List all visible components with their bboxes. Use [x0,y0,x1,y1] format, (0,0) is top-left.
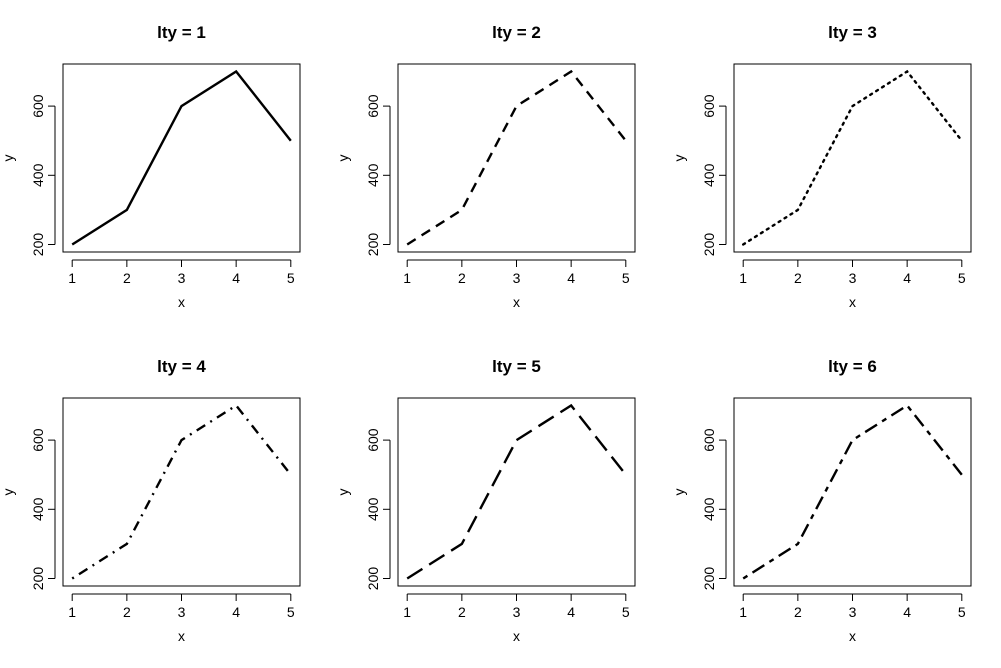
chart-1-title: lty = 2 [492,23,541,42]
chart-4-title: lty = 5 [492,357,541,376]
chart-5-series-line [742,403,963,580]
chart-2-plot-box [733,63,972,253]
chart-1-plot-box [397,63,636,253]
chart-3-x-tick-label-1: 2 [123,604,131,620]
chart-3-x-tick-label-4: 5 [287,604,295,620]
chart-1-y-tick-label-0: 200 [365,233,381,257]
chart-3-series-line [71,403,292,580]
chart-0-y-tick-label-2: 600 [30,94,46,118]
chart-5-plot-box [733,397,972,587]
chart-0-x-axis-label: x [178,294,185,310]
chart-2-x-tick-label-1: 2 [794,270,802,286]
chart-4-panel: lty = 5 1 2 3 4 5 200 400 600 x y [335,357,636,644]
chart-4-y-axis-label: y [335,489,351,496]
chart-1-series-line [406,69,627,246]
chart-1-x-tick-label-1: 2 [458,270,466,286]
chart-3-y-tick-label-1: 400 [30,497,46,521]
chart-4-x-axis-label: x [513,628,520,644]
chart-5-panel: lty = 6 1 2 3 4 5 200 400 600 x y [671,357,972,644]
chart-3-x-tick-label-0: 1 [68,604,76,620]
chart-5-y-tick-label-1: 400 [701,497,717,521]
chart-0-title: lty = 1 [157,23,206,42]
chart-0-y-tick-label-0: 200 [30,233,46,257]
chart-4-x-tick-label-1: 2 [458,604,466,620]
chart-2-title: lty = 3 [828,23,877,42]
chart-2-x-tick-label-4: 5 [958,270,966,286]
chart-1-panel: lty = 2 1 2 3 4 5 200 400 600 x y [335,23,636,310]
chart-2-x-tick-label-3: 4 [903,270,911,286]
chart-1-y-tick-label-2: 600 [365,94,381,118]
chart-3-x-tick-label-2: 3 [178,604,186,620]
chart-0-series-line [71,69,292,246]
chart-4-y-tick-label-0: 200 [365,567,381,591]
chart-2-panel: lty = 3 1 2 3 4 5 200 400 600 x y [671,23,972,310]
chart-2-x-axis-label: x [849,294,856,310]
chart-1-x-tick-label-3: 4 [567,270,575,286]
chart-0-x-tick-label-1: 2 [123,270,131,286]
chart-1-x-tick-label-0: 1 [403,270,411,286]
chart-5-x-tick-label-3: 4 [903,604,911,620]
chart-3-y-axis-label: y [0,489,16,496]
chart-0-x-tick-label-0: 1 [68,270,76,286]
chart-5-x-tick-label-2: 3 [849,604,857,620]
chart-4-x-tick-label-2: 3 [513,604,521,620]
chart-3-x-axis-label: x [178,628,185,644]
chart-1-x-axis-label: x [513,294,520,310]
chart-3-x-tick-label-3: 4 [232,604,240,620]
chart-0-panel: lty = 1 1 2 3 4 5 200 400 600 x y [0,23,301,310]
chart-1-y-tick-label-1: 400 [365,163,381,187]
chart-4-plot-box [397,397,636,587]
chart-4-x-tick-label-3: 4 [567,604,575,620]
chart-5-x-tick-label-1: 2 [794,604,802,620]
chart-2-y-tick-label-0: 200 [701,233,717,257]
chart-0-x-tick-label-2: 3 [178,270,186,286]
chart-3-plot-box [62,397,301,587]
chart-4-y-tick-label-2: 600 [365,428,381,452]
chart-3-title: lty = 4 [157,357,206,376]
chart-4-x-tick-label-0: 1 [403,604,411,620]
chart-2-x-tick-label-0: 1 [739,270,747,286]
chart-5-y-tick-label-0: 200 [701,567,717,591]
chart-5-y-axis-label: y [671,489,687,496]
chart-3-panel: lty = 4 1 2 3 4 5 200 400 600 x y [0,357,301,644]
chart-2-y-tick-label-2: 600 [701,94,717,118]
chart-5-y-tick-label-2: 600 [701,428,717,452]
chart-0-x-tick-label-3: 4 [232,270,240,286]
chart-1-y-axis-label: y [335,155,351,162]
chart-0-plot-box [62,63,301,253]
chart-4-series-line [406,403,627,580]
chart-2-y-tick-label-1: 400 [701,163,717,187]
chart-4-y-tick-label-1: 400 [365,497,381,521]
chart-1-x-tick-label-2: 3 [513,270,521,286]
chart-5-title: lty = 6 [828,357,877,376]
chart-5-x-tick-label-0: 1 [739,604,747,620]
chart-2-series-line [742,69,963,246]
chart-0-y-axis-label: y [0,155,16,162]
chart-3-y-tick-label-0: 200 [30,567,46,591]
chart-2-x-tick-label-2: 3 [849,270,857,286]
chart-5-x-tick-label-4: 5 [958,604,966,620]
chart-0-x-tick-label-4: 5 [287,270,295,286]
chart-2-y-axis-label: y [671,155,687,162]
chart-5-x-axis-label: x [849,628,856,644]
chart-4-x-tick-label-4: 5 [622,604,630,620]
chart-1-x-tick-label-4: 5 [622,270,630,286]
chart-0-y-tick-label-1: 400 [30,163,46,187]
chart-3-y-tick-label-2: 600 [30,428,46,452]
